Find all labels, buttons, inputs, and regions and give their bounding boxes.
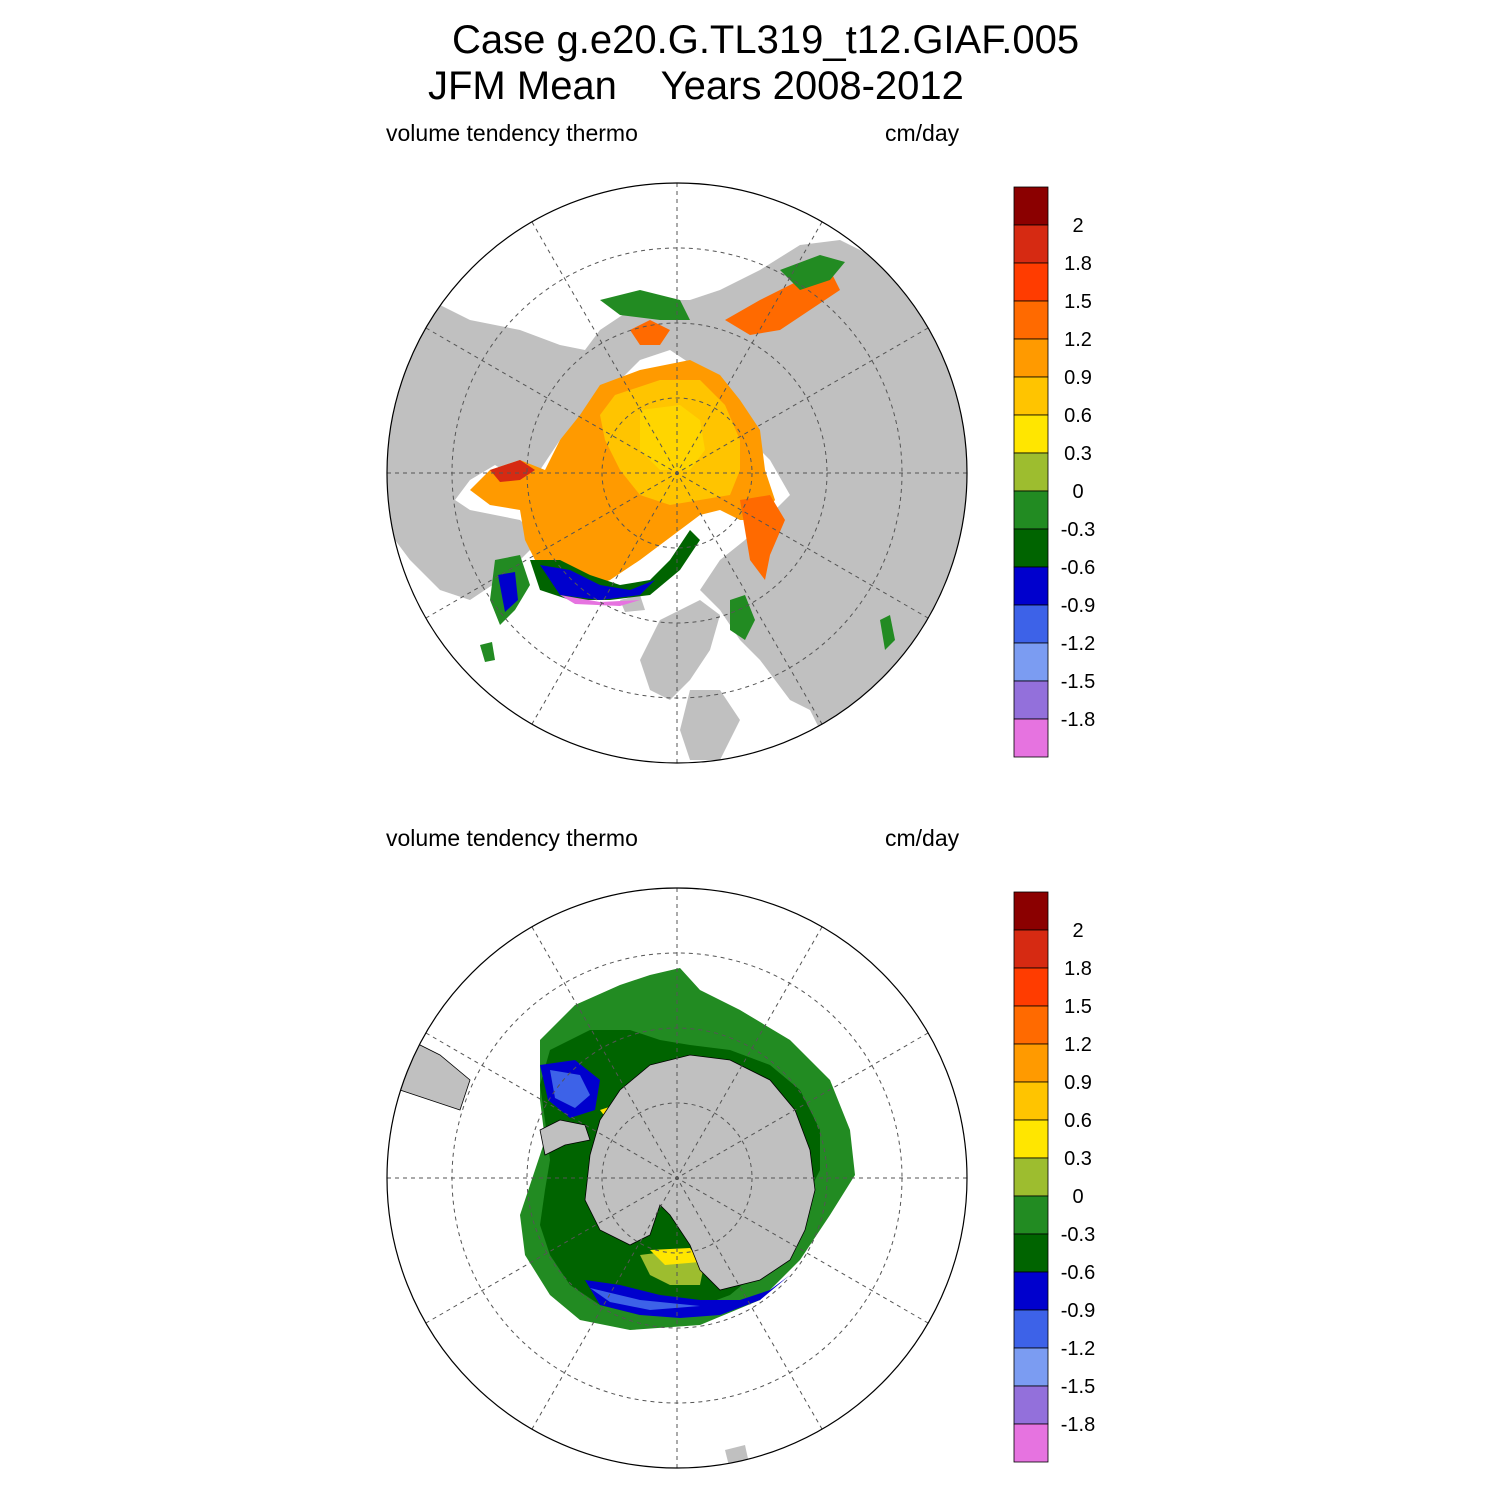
north-colorbar-tick-label: 0 [1072, 481, 1083, 503]
figure-title-period: JFM Mean Years 2008-2012 [428, 64, 964, 108]
north-colorbar-tick-label: 2 [1072, 215, 1083, 237]
north-colorbar-swatch [1013, 376, 1049, 416]
south-colorbar-swatch [1013, 1081, 1049, 1121]
north-colorbar-swatch [1013, 452, 1049, 492]
south-colorbar-tick-label: -1.8 [1061, 1414, 1095, 1436]
south-colorbar-tick-label: -1.5 [1061, 1376, 1095, 1398]
south-colorbar-swatch [1013, 1043, 1049, 1083]
north-colorbar-swatch [1013, 680, 1049, 720]
north-colorbar-swatch [1013, 490, 1049, 530]
south-colorbar-swatch [1013, 1233, 1049, 1273]
south-colorbar-tick-label: 0 [1072, 1186, 1083, 1208]
south-map-border [386, 887, 968, 1469]
north-colorbar-tick-label: -0.6 [1061, 557, 1095, 579]
north-colorbar-tick-label: 0.3 [1064, 443, 1092, 465]
north-panel-variable-label: volume tendency thermo [386, 120, 638, 146]
south-colorbar-swatch [1013, 1423, 1049, 1463]
north-colorbar-swatch [1013, 224, 1049, 264]
figure-title-case: Case g.e20.G.TL319_t12.GIAF.005 [452, 18, 1080, 62]
south-colorbar: 2 1.8 1.5 1.2 0.9 0.6 0.3 0 -0.3 -0.6 -0.9 -1.2 -1.5… [1013, 891, 1095, 1463]
south-polar-map [386, 887, 968, 1469]
north-colorbar-tick-label: 1.8 [1064, 253, 1092, 275]
south-colorbar-tick-label: -1.2 [1061, 1338, 1095, 1360]
north-colorbar-swatch [1013, 718, 1049, 758]
south-colorbar-swatch [1013, 929, 1049, 969]
south-panel-units-label: cm/day [885, 825, 960, 851]
south-colorbar-swatch [1013, 1005, 1049, 1045]
south-colorbar-tick-label: 1.8 [1064, 958, 1092, 980]
south-colorbar-swatch [1013, 967, 1049, 1007]
north-ice-field [470, 255, 895, 662]
south-colorbar-swatch [1013, 1347, 1049, 1387]
north-colorbar-tick-label: 1.2 [1064, 329, 1092, 351]
south-panel-variable-label: volume tendency thermo [386, 825, 638, 851]
north-colorbar-swatch [1013, 642, 1049, 682]
south-colorbar-swatch [1013, 1309, 1049, 1349]
south-graticule [387, 888, 967, 1468]
north-colorbar-tick-label: 0.9 [1064, 367, 1092, 389]
north-panel-units-label: cm/day [885, 120, 960, 146]
north-colorbar-tick-label: -1.8 [1061, 709, 1095, 731]
south-colorbar-swatch [1013, 1195, 1049, 1235]
north-land [387, 240, 967, 760]
south-colorbar-swatch [1013, 1271, 1049, 1311]
north-colorbar-tick-label: -0.3 [1061, 519, 1095, 541]
north-colorbar-tick-label: -0.9 [1061, 595, 1095, 617]
north-colorbar-tick-label: 1.5 [1064, 291, 1092, 313]
north-polar-map [386, 182, 968, 764]
south-colorbar-tick-label: 2 [1072, 920, 1083, 942]
north-colorbar-tick-label: -1.2 [1061, 633, 1095, 655]
south-colorbar-tick-label: 1.5 [1064, 996, 1092, 1018]
north-colorbar-swatch [1013, 262, 1049, 302]
south-colorbar-tick-label: 0.6 [1064, 1110, 1092, 1132]
north-colorbar-swatch [1013, 186, 1049, 226]
south-colorbar-tick-label: 0.9 [1064, 1072, 1092, 1094]
south-colorbar-tick-label: -0.6 [1061, 1262, 1095, 1284]
south-colorbar-swatch [1013, 891, 1049, 931]
north-colorbar-swatch [1013, 604, 1049, 644]
north-colorbar-tick-label: -1.5 [1061, 671, 1095, 693]
north-colorbar-swatch [1013, 566, 1049, 606]
south-colorbar-swatch [1013, 1119, 1049, 1159]
north-map-border [386, 182, 968, 764]
south-colorbar-tick-label: 0.3 [1064, 1148, 1092, 1170]
south-colorbar-tick-label: -0.9 [1061, 1300, 1095, 1322]
south-colorbar-tick-label: 1.2 [1064, 1034, 1092, 1056]
north-colorbar-tick-label: 0.6 [1064, 405, 1092, 427]
south-colorbar-swatch [1013, 1385, 1049, 1425]
north-colorbar-swatch [1013, 414, 1049, 454]
north-colorbar-swatch [1013, 338, 1049, 378]
south-colorbar-swatch [1013, 1157, 1049, 1197]
north-colorbar-swatch [1013, 528, 1049, 568]
south-colorbar-tick-label: -0.3 [1061, 1224, 1095, 1246]
north-graticule [387, 183, 967, 763]
north-colorbar-swatch [1013, 300, 1049, 340]
north-colorbar: 2 1.8 1.5 1.2 0.9 0.6 0.3 0 -0.3 -0.6 -0.9 -1.2 -1.5… [1013, 186, 1095, 758]
